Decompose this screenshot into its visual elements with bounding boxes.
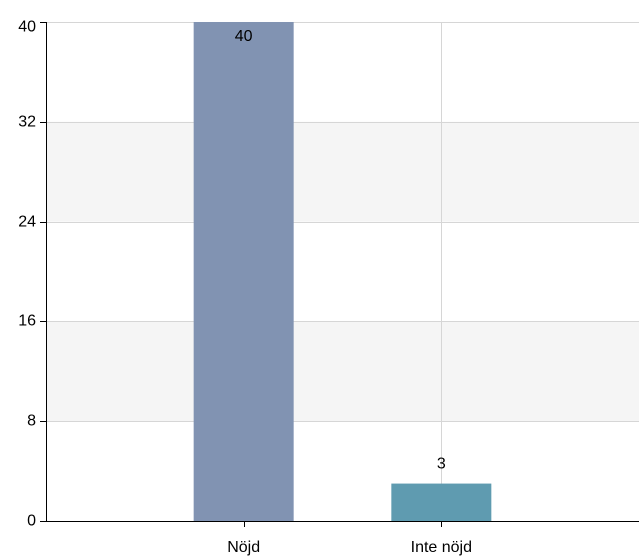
y-tick-label: 32 <box>18 114 36 131</box>
bar-value-label: 3 <box>437 456 446 473</box>
background-band <box>46 121 639 222</box>
y-tick-label: 24 <box>18 214 36 231</box>
x-tick-label: Nöjd <box>227 539 260 556</box>
y-tick-label: 40 <box>18 19 36 36</box>
background-band <box>46 321 639 422</box>
x-tick-label: Inte nöjd <box>411 539 472 556</box>
grid-lines <box>46 22 639 521</box>
y-tick-label: 16 <box>18 313 36 330</box>
bar-value-label: 40 <box>235 28 253 45</box>
background-bands <box>46 121 639 422</box>
bar <box>391 483 492 521</box>
y-axis-ticks: 0 8 16 24 32 40 <box>18 19 46 530</box>
y-tick-label: 0 <box>27 513 36 530</box>
axes <box>40 22 639 522</box>
bar <box>193 22 294 521</box>
y-tick-label: 8 <box>27 413 36 430</box>
data-labels: 40 3 <box>235 28 446 473</box>
x-axis-ticks: Nöjd Inte nöjd <box>227 521 472 556</box>
bar-series <box>193 22 492 521</box>
